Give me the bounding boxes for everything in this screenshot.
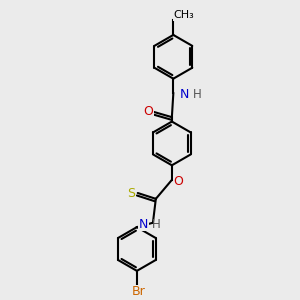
Text: H: H <box>152 218 161 231</box>
Text: CH₃: CH₃ <box>173 10 194 20</box>
Text: O: O <box>144 105 154 119</box>
Text: O: O <box>173 175 183 188</box>
Text: N: N <box>180 88 189 101</box>
Text: H: H <box>193 88 202 101</box>
Text: N: N <box>139 218 148 231</box>
Text: S: S <box>127 187 135 200</box>
Text: Br: Br <box>131 285 145 298</box>
